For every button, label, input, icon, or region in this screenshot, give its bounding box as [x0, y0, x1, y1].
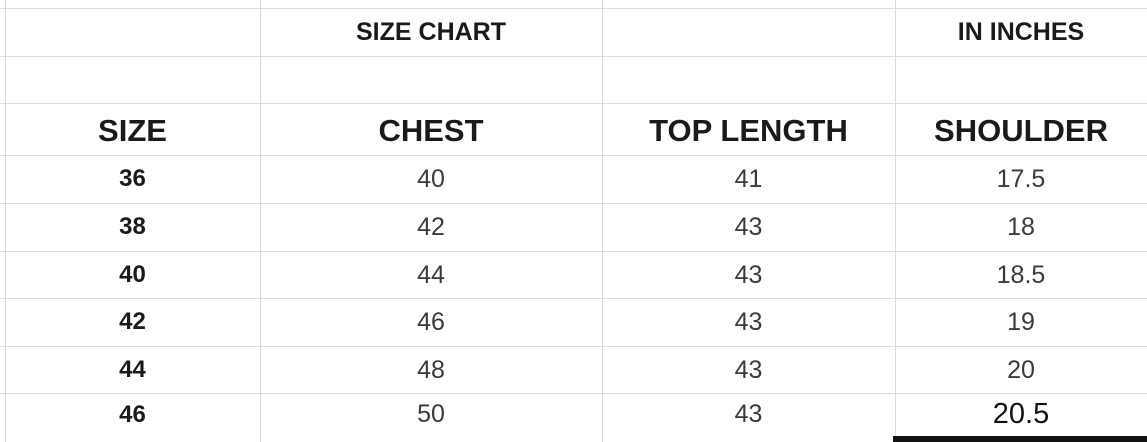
cell-top-length[interactable]: 43	[734, 212, 763, 241]
cell-top-length[interactable]: 41	[734, 164, 763, 193]
gridline	[0, 251, 1147, 252]
cell-size[interactable]: 46	[119, 400, 146, 428]
gridline	[0, 155, 1147, 156]
cell-size[interactable]: 38	[119, 213, 146, 240]
cell-size[interactable]: 44	[119, 356, 146, 383]
cell-top-length[interactable]: 43	[734, 307, 763, 336]
cell-chest[interactable]: 46	[417, 307, 445, 336]
gridline	[0, 8, 1147, 9]
cell-chest[interactable]: 42	[417, 212, 445, 241]
cell-shoulder[interactable]: 18	[1007, 212, 1035, 241]
cell-shoulder[interactable]: 17.5	[996, 164, 1046, 193]
cell-top-length[interactable]: 43	[734, 355, 763, 384]
unit-note[interactable]: IN INCHES	[957, 17, 1085, 46]
cell-shoulder[interactable]: 19	[1007, 307, 1035, 336]
cell-chest[interactable]: 50	[417, 400, 445, 428]
gridline	[260, 0, 261, 442]
gridline	[0, 298, 1147, 299]
cell-chest[interactable]: 40	[417, 164, 445, 193]
column-header-size[interactable]: SIZE	[98, 113, 167, 148]
cell-top-length[interactable]: 43	[734, 260, 763, 289]
size-chart-title[interactable]: SIZE CHART	[356, 17, 506, 46]
cell-shoulder[interactable]: 20	[1007, 355, 1035, 384]
gridline	[5, 0, 6, 442]
cell-chest[interactable]: 44	[417, 260, 445, 289]
cell-size[interactable]: 40	[119, 261, 146, 288]
cell-chest[interactable]: 48	[417, 355, 445, 384]
cell-shoulder[interactable]: 20.5	[992, 398, 1050, 430]
cell-top-length[interactable]: 43	[734, 400, 763, 428]
gridline	[0, 203, 1147, 204]
column-header-shoulder[interactable]: SHOULDER	[934, 113, 1108, 148]
cell-size[interactable]: 36	[119, 165, 146, 192]
cell-shoulder[interactable]: 18.5	[996, 260, 1046, 289]
gridline	[0, 56, 1147, 57]
column-header-top-length[interactable]: TOP LENGTH	[649, 113, 848, 148]
gridline	[0, 346, 1147, 347]
gridline	[0, 393, 1147, 394]
cell-selection-border	[893, 436, 1147, 442]
column-header-chest[interactable]: CHEST	[378, 113, 484, 148]
cell-size[interactable]: 42	[119, 308, 146, 335]
gridline	[895, 0, 896, 442]
gridline	[0, 103, 1147, 104]
gridline	[602, 0, 603, 442]
